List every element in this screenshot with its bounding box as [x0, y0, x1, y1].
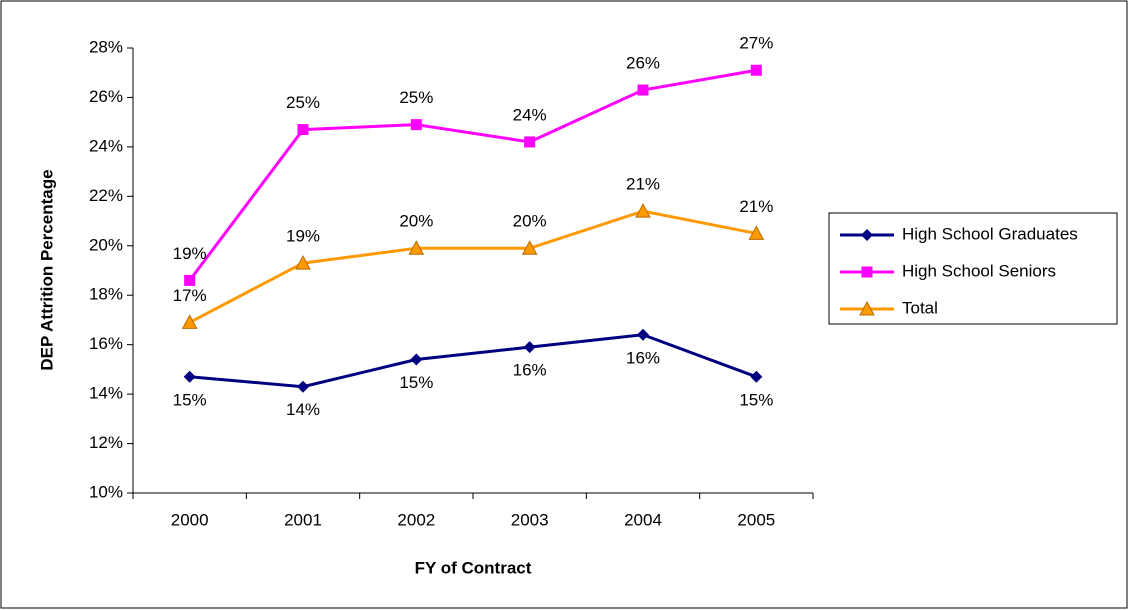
marker [750, 64, 762, 76]
x-tick-label: 2001 [284, 510, 322, 529]
marker [183, 370, 196, 383]
data-label: 20% [513, 212, 547, 231]
marker [637, 84, 649, 96]
y-tick-label: 10% [89, 482, 123, 501]
data-label: 15% [399, 373, 433, 392]
x-tick-label: 2000 [171, 510, 209, 529]
marker [750, 370, 763, 383]
legend-marker [861, 266, 873, 278]
y-tick-label: 26% [89, 87, 123, 106]
y-tick-label: 20% [89, 235, 123, 254]
y-tick-label: 14% [89, 384, 123, 403]
data-label: 15% [739, 390, 773, 409]
marker [410, 353, 423, 366]
marker [748, 225, 765, 240]
y-tick-label: 24% [89, 136, 123, 155]
marker [295, 255, 311, 270]
data-label: 14% [286, 400, 320, 419]
legend-label: High School Graduates [902, 224, 1078, 243]
data-label: 25% [399, 88, 433, 107]
marker [523, 341, 536, 354]
data-label: 24% [513, 105, 547, 124]
x-tick-label: 2004 [624, 510, 662, 529]
y-tick-label: 16% [89, 334, 123, 353]
data-label: 21% [739, 197, 773, 216]
data-label: 26% [626, 54, 660, 73]
legend-label: Total [902, 298, 938, 317]
series-line [189, 333, 757, 389]
marker [408, 240, 425, 255]
x-tick-label: 2005 [737, 510, 775, 529]
marker [297, 124, 309, 136]
marker [184, 274, 196, 286]
y-tick-label: 22% [89, 186, 123, 205]
marker [635, 203, 651, 218]
data-label: 16% [513, 361, 547, 380]
y-tick-label: 12% [89, 433, 123, 452]
legend-marker [861, 229, 873, 241]
data-label: 17% [173, 286, 207, 305]
legend-box [828, 212, 1118, 325]
series-line [188, 209, 757, 324]
marker [521, 240, 538, 255]
legend-marker [859, 300, 875, 316]
marker [181, 314, 198, 329]
x-tick-label: 2002 [397, 510, 435, 529]
y-tick-label: 28% [89, 37, 123, 56]
x-axis-title: FY of Contract [415, 558, 532, 577]
marker [524, 136, 536, 148]
x-tick-label: 2003 [511, 510, 549, 529]
data-label: 19% [286, 227, 320, 246]
y-axis-title: DEP Attrition Percentage [37, 169, 56, 370]
data-label: 25% [286, 93, 320, 112]
marker [297, 380, 309, 393]
series-line [188, 68, 757, 282]
data-label: 15% [173, 390, 207, 409]
data-label: 27% [739, 34, 773, 53]
data-label: 20% [399, 212, 433, 231]
data-label: 21% [626, 175, 660, 194]
data-label: 19% [173, 244, 207, 263]
marker [637, 328, 649, 341]
marker [410, 119, 422, 131]
data-label: 16% [626, 348, 660, 367]
legend-label: High School Seniors [902, 261, 1056, 280]
y-tick-label: 18% [89, 285, 123, 304]
